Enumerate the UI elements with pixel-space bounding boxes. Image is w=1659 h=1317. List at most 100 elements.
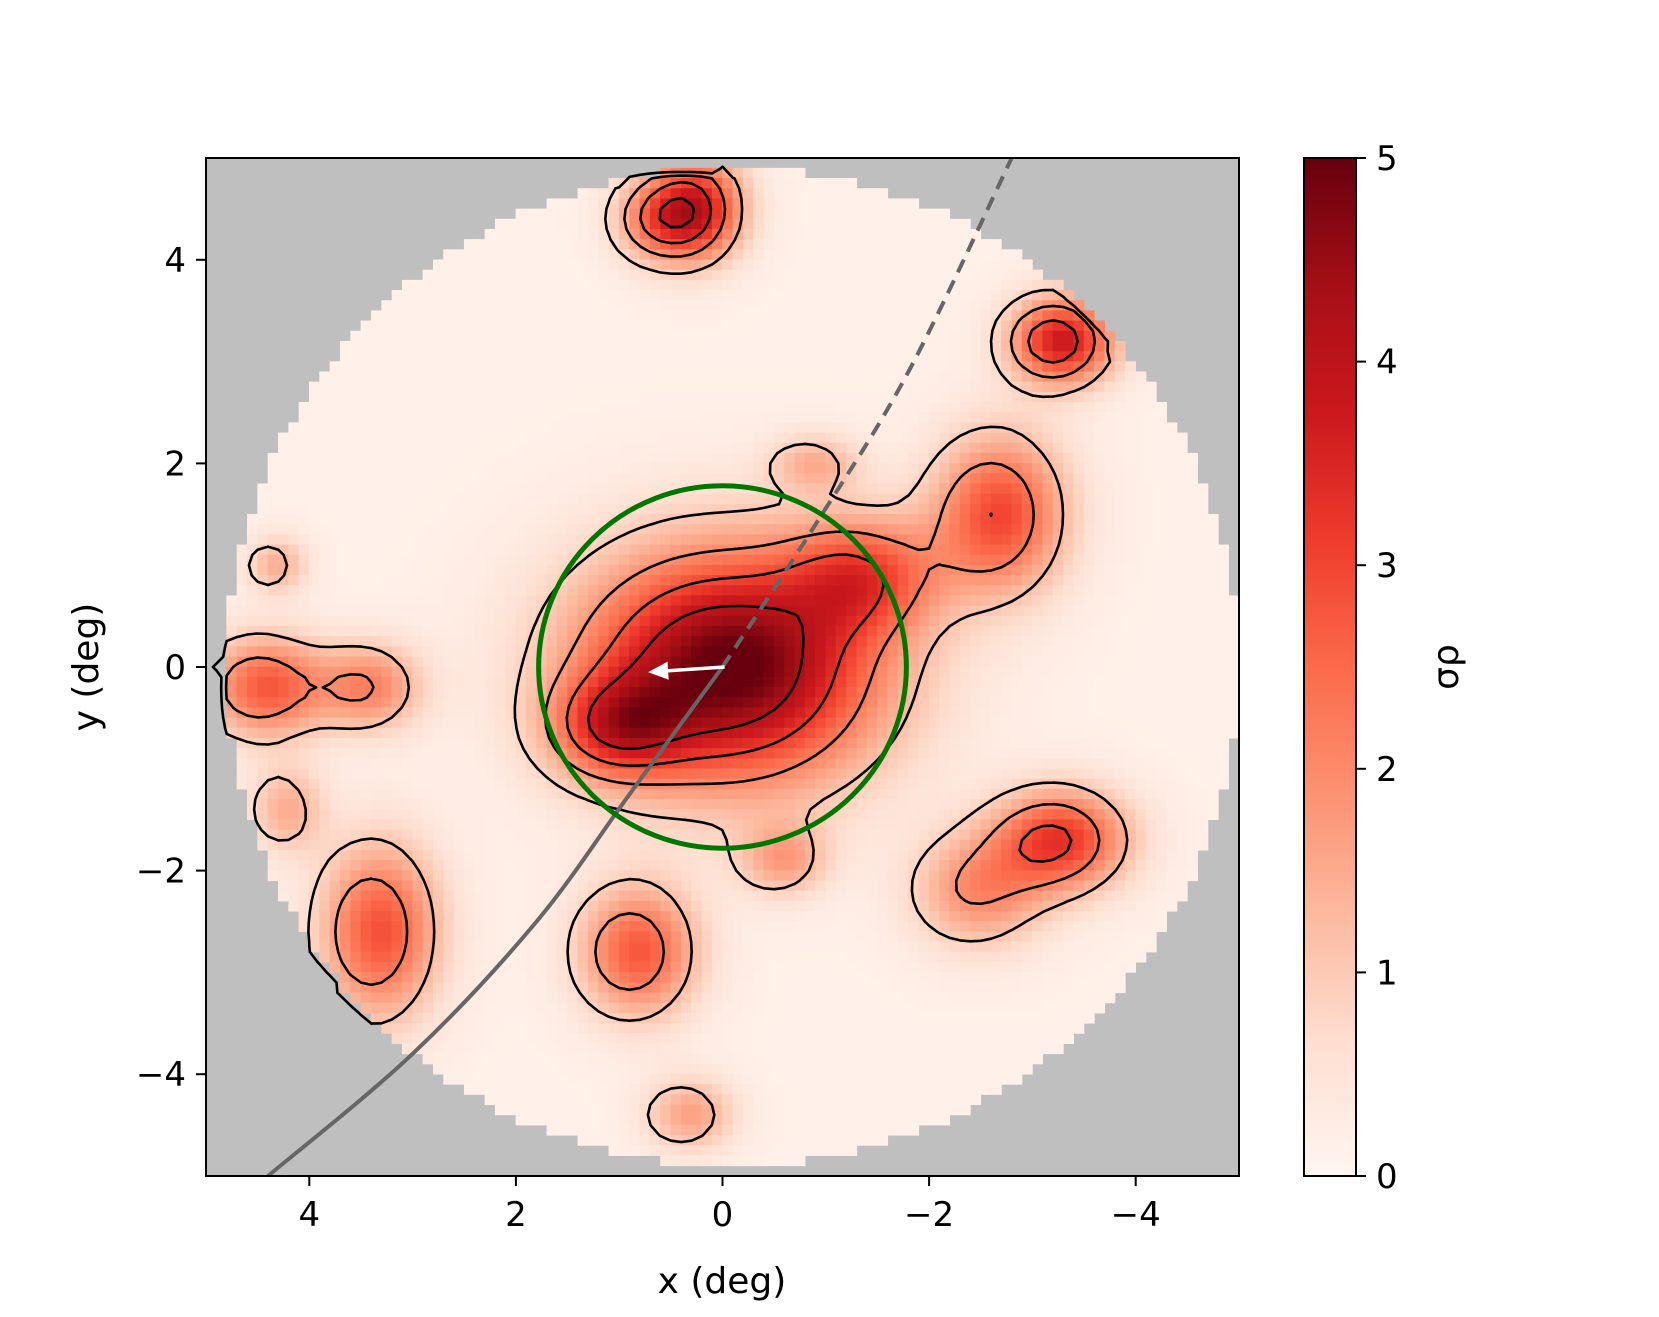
- heat-cell: [598, 340, 610, 352]
- heat-cell: [608, 493, 620, 505]
- heat-cell: [804, 666, 816, 678]
- heat-cell: [742, 228, 754, 240]
- heat-cell: [887, 646, 899, 658]
- heat-cell: [381, 656, 393, 668]
- heat-cell: [877, 737, 889, 749]
- heat-cell: [680, 544, 692, 556]
- heat-cell: [1094, 564, 1106, 576]
- heat-cell: [680, 707, 692, 719]
- heat-cell: [701, 717, 713, 729]
- heat-cell: [959, 503, 971, 515]
- heat-cell: [1145, 687, 1157, 698]
- heat-cell: [309, 493, 320, 505]
- heat-cell: [608, 615, 620, 627]
- heat-cell: [515, 768, 527, 780]
- heat-cell: [1207, 666, 1219, 678]
- heat-cell: [1073, 463, 1085, 474]
- heat-cell: [691, 391, 703, 403]
- heat-cell: [773, 788, 785, 800]
- heat-cell: [773, 402, 785, 413]
- heat-cell: [567, 778, 579, 790]
- heat-cell: [701, 452, 713, 464]
- heat-cell: [608, 218, 620, 230]
- heat-cell: [1176, 697, 1188, 709]
- heat-cell: [247, 758, 258, 770]
- heat-cell: [660, 788, 672, 800]
- heat-cell: [329, 452, 341, 464]
- heat-cell: [1156, 412, 1167, 423]
- heat-cell: [1114, 524, 1126, 535]
- heat-cell: [474, 269, 486, 281]
- heat-cell: [1021, 310, 1033, 322]
- heat-cell: [1021, 676, 1033, 688]
- heat-cell: [546, 330, 558, 342]
- heat-cell: [908, 544, 920, 556]
- heat-cell: [866, 452, 878, 464]
- heat-cell: [753, 228, 765, 240]
- heat-cell: [804, 371, 816, 383]
- heat-cell: [1083, 615, 1095, 627]
- heat-cell: [546, 361, 558, 373]
- heat-cell: [959, 554, 971, 566]
- heat-cell: [432, 524, 444, 535]
- heat-cell: [298, 514, 310, 525]
- heat-cell: [1197, 534, 1209, 546]
- heat-cell: [412, 656, 424, 668]
- heat-cell: [887, 442, 899, 454]
- heat-cell: [990, 687, 1002, 698]
- heat-cell: [1063, 554, 1075, 566]
- heat-cell: [939, 228, 951, 240]
- heat-cell: [370, 666, 382, 678]
- heat-cell: [722, 442, 734, 454]
- heat-cell: [649, 239, 661, 250]
- heat-cell: [711, 534, 723, 546]
- heat-cell: [732, 707, 744, 719]
- heat-cell: [608, 503, 620, 515]
- heat-cell: [391, 442, 403, 454]
- heat-cell: [391, 361, 403, 373]
- heat-cell: [278, 615, 289, 627]
- heat-cell: [742, 473, 754, 485]
- heat-cell: [412, 768, 424, 780]
- heat-cell: [339, 575, 351, 586]
- heat-cell: [577, 534, 589, 546]
- heat-cell: [370, 707, 382, 719]
- heat-cell: [236, 676, 248, 688]
- heat-cell: [691, 737, 703, 749]
- heat-cell: [1083, 544, 1095, 556]
- heat-cell: [680, 412, 692, 423]
- heat-cell: [556, 452, 568, 464]
- heat-cell: [422, 493, 434, 505]
- heat-cell: [825, 544, 837, 556]
- heat-cell: [742, 605, 754, 617]
- heat-cell: [1073, 687, 1085, 698]
- heat-cell: [587, 330, 599, 342]
- heat-cell: [660, 687, 672, 698]
- heat-cell: [908, 361, 920, 373]
- heat-cell: [908, 707, 920, 719]
- heat-cell: [381, 625, 393, 637]
- heat-cell: [866, 534, 878, 546]
- heat-cell: [784, 310, 796, 322]
- heat-cell: [670, 473, 682, 485]
- heat-cell: [236, 595, 248, 607]
- heat-cell: [773, 463, 785, 474]
- heat-cell: [1063, 422, 1075, 434]
- heat-cell: [546, 707, 558, 719]
- heat-cell: [970, 625, 982, 637]
- heat-cell: [587, 748, 599, 759]
- heat-cell: [794, 361, 806, 373]
- heat-cell: [536, 218, 548, 230]
- heat-cell: [1083, 737, 1095, 749]
- heat-cell: [1001, 656, 1013, 668]
- heat-cell: [381, 442, 393, 454]
- heat-cell: [990, 371, 1002, 383]
- heat-cell: [1114, 748, 1126, 759]
- heat-cell: [309, 391, 320, 403]
- heat-cell: [515, 595, 527, 607]
- heat-cell: [1176, 687, 1188, 698]
- heat-cell: [1094, 534, 1106, 546]
- heat-cell: [918, 748, 930, 759]
- heat-cell: [1104, 666, 1116, 678]
- heat-cell: [949, 737, 961, 749]
